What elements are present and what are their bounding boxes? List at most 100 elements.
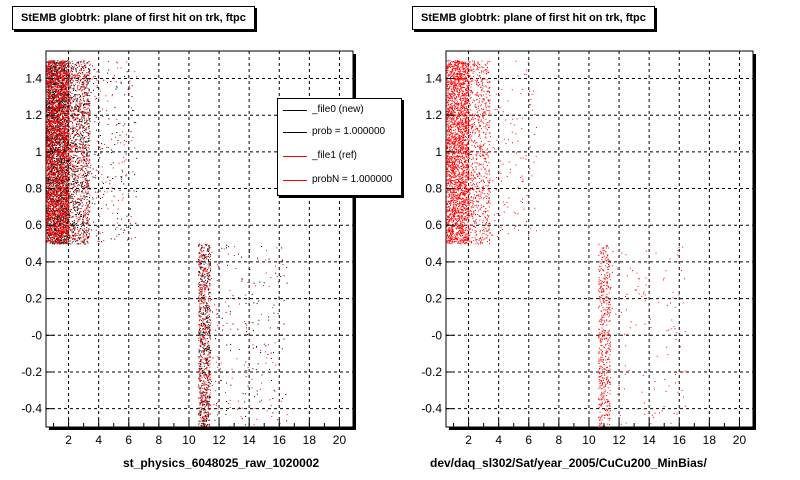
scatter-point <box>200 350 202 352</box>
scatter-point <box>84 65 85 67</box>
scatter-point <box>71 68 73 70</box>
scatter-point <box>51 102 53 104</box>
scatter-point <box>58 103 60 105</box>
scatter-point <box>201 274 203 276</box>
scatter-point <box>77 62 79 64</box>
scatter-point <box>68 110 70 112</box>
scatter-point <box>49 105 50 107</box>
scatter-point <box>66 119 68 121</box>
scatter-point <box>46 62 48 64</box>
scatter-point <box>78 143 80 145</box>
scatter-point <box>53 158 55 160</box>
scatter-point <box>62 100 63 102</box>
scatter-point <box>77 185 79 187</box>
scatter-point <box>54 83 56 85</box>
scatter-point <box>56 127 58 129</box>
scatter-point <box>65 181 67 183</box>
scatter-point <box>52 220 54 222</box>
scatter-point <box>66 109 68 111</box>
scatter-point <box>74 85 75 87</box>
scatter-point <box>60 181 62 182</box>
scatter-point <box>56 134 58 136</box>
scatter-point <box>87 241 89 243</box>
scatter-point <box>75 160 76 162</box>
scatter-point <box>56 153 58 155</box>
scatter-point <box>82 125 84 127</box>
scatter-point <box>65 162 67 164</box>
scatter-point <box>61 207 63 209</box>
scatter-point <box>64 205 66 207</box>
scatter-point <box>55 173 57 175</box>
scatter-point <box>208 245 210 247</box>
scatter-point <box>56 159 58 161</box>
scatter-point <box>76 97 78 99</box>
scatter-point <box>263 282 265 284</box>
scatter-point <box>201 338 203 340</box>
scatter-point <box>49 117 51 119</box>
scatter-point <box>82 145 84 147</box>
scatter-point <box>208 365 210 366</box>
scatter-point <box>66 192 68 194</box>
scatter-point <box>273 389 275 391</box>
scatter-point <box>75 214 77 215</box>
scatter-point <box>202 420 204 421</box>
scatter-point <box>67 209 69 211</box>
scatter-point <box>55 108 57 109</box>
scatter-point <box>62 132 64 134</box>
scatter-point <box>66 82 68 84</box>
scatter-point <box>56 205 57 207</box>
scatter-point <box>62 95 64 97</box>
scatter-point <box>209 370 211 372</box>
scatter-point <box>58 177 60 179</box>
scatter-point <box>46 61 48 63</box>
scatter-point <box>66 167 68 169</box>
scatter-point <box>75 240 77 242</box>
scatter-point <box>64 161 65 163</box>
scatter-point <box>67 109 69 111</box>
scatter-point <box>51 159 53 161</box>
scatter-point <box>61 170 63 172</box>
scatter-point <box>67 144 69 146</box>
scatter-point <box>275 272 276 274</box>
scatter-point <box>56 135 58 137</box>
scatter-point <box>93 69 95 71</box>
scatter-point <box>55 66 57 68</box>
scatter-point <box>65 207 67 209</box>
scatter-point <box>59 229 61 231</box>
scatter-point <box>46 159 48 161</box>
scatter-point <box>62 119 64 121</box>
scatter-point <box>59 104 61 106</box>
scatter-point <box>91 202 93 204</box>
scatter-point <box>50 69 52 71</box>
scatter-point <box>67 92 69 94</box>
scatter-point <box>62 196 64 198</box>
scatter-point <box>64 166 65 168</box>
scatter-point <box>200 281 202 283</box>
scatter-point <box>86 78 88 80</box>
scatter-point <box>110 238 112 240</box>
scatter-point <box>61 240 63 242</box>
scatter-point <box>70 127 72 129</box>
scatter-point <box>48 218 49 220</box>
scatter-point <box>71 223 73 225</box>
scatter-point <box>68 117 70 119</box>
scatter-point <box>73 165 75 167</box>
scatter-point <box>88 186 90 188</box>
scatter-point <box>48 64 49 66</box>
scatter-point <box>67 83 69 85</box>
scatter-point <box>55 230 57 232</box>
scatter-point <box>47 227 49 229</box>
scatter-point <box>49 64 51 65</box>
scatter-point <box>203 419 205 421</box>
scatter-point <box>204 301 206 303</box>
scatter-point <box>201 368 203 369</box>
scatter-point <box>47 192 49 194</box>
scatter-point <box>57 126 59 128</box>
scatter-point <box>67 179 69 181</box>
scatter-point <box>77 111 79 112</box>
scatter-point <box>64 117 66 119</box>
scatter-point <box>46 228 48 230</box>
scatter-point <box>49 83 51 85</box>
scatter-point <box>55 237 57 239</box>
scatter-point <box>62 201 64 203</box>
